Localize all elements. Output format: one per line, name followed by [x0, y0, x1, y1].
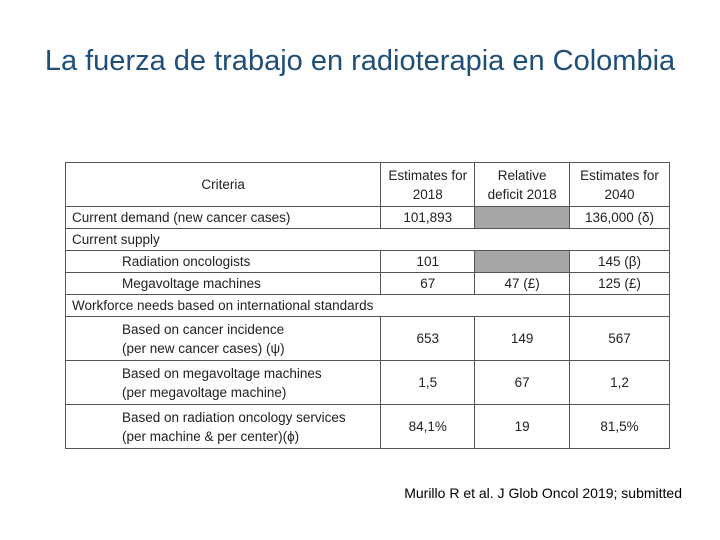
table-section-row: Current supply: [65, 228, 670, 251]
table-header-row: Criteria Estimates for 2018 Relative def…: [64, 162, 670, 207]
row-label-line2: (per megavoltage machine): [122, 384, 287, 400]
cell-deficit-empty: [474, 206, 571, 229]
table-row: Based on megavoltage machines (per megavo…: [64, 360, 670, 405]
cell-2018: 101: [380, 250, 476, 273]
row-label-line2: (per machine & per center)(ϕ): [122, 428, 300, 444]
row-label: Megavoltage machines: [64, 272, 382, 295]
workforce-table: Criteria Estimates for 2018 Relative def…: [64, 162, 670, 449]
cell-2018: 84,1%: [380, 404, 476, 449]
cell-deficit: 47 (£): [474, 272, 571, 295]
table-row: Based on radiation oncology services (per…: [64, 404, 670, 449]
table-row: Megavoltage machines 67 47 (£) 125 (£): [64, 272, 670, 295]
section-label: Current supply: [65, 228, 670, 251]
row-label: Radiation oncologists: [64, 250, 382, 273]
cell-2018: 67: [380, 272, 476, 295]
row-label-line1: Based on radiation oncology services: [122, 409, 346, 425]
slide-title: La fuerza de trabajo en radioterapia en …: [44, 45, 676, 77]
header-estimates-2040: Estimates for 2040: [569, 162, 670, 207]
row-label-line1: Based on megavoltage machines: [122, 365, 322, 381]
row-label: Based on cancer incidence (per new cancer…: [64, 316, 382, 361]
cell-2040: 145 (β): [569, 250, 670, 273]
header-estimates-2018: Estimates for 2018: [380, 162, 476, 207]
citation: Murillo R et al. J Glob Oncol 2019; subm…: [404, 485, 682, 501]
cell-2040: 1,2: [569, 360, 670, 405]
cell-deficit-empty: [474, 250, 571, 273]
cell-2018: 101,893: [380, 206, 476, 229]
table-row: Radiation oncologists 101 145 (β): [64, 250, 670, 273]
cell-empty: [569, 294, 670, 317]
row-label-line1: Based on cancer incidence: [122, 321, 285, 337]
cell-2040: 136,000 (δ): [569, 206, 670, 229]
row-label: Based on radiation oncology services (per…: [64, 404, 382, 449]
table-row: Current demand (new cancer cases) 101,89…: [64, 206, 670, 229]
row-label: Current demand (new cancer cases): [64, 206, 382, 229]
cell-deficit: 19: [474, 404, 571, 449]
section-label: Workforce needs based on international s…: [64, 294, 571, 317]
cell-deficit: 149: [474, 316, 571, 361]
table-section-row: Workforce needs based on international s…: [64, 294, 670, 317]
row-label: Based on megavoltage machines (per megavo…: [64, 360, 382, 405]
cell-2040: 81,5%: [569, 404, 670, 449]
header-relative-deficit: Relative deficit 2018: [474, 162, 571, 207]
cell-deficit: 67: [474, 360, 571, 405]
cell-2040: 567: [569, 316, 670, 361]
row-label-line2: (per new cancer cases) (ψ): [122, 340, 285, 356]
cell-2040: 125 (£): [569, 272, 670, 295]
cell-2018: 1,5: [380, 360, 476, 405]
table-row: Based on cancer incidence (per new cancer…: [64, 316, 670, 361]
header-criteria: Criteria: [64, 162, 382, 207]
cell-2018: 653: [380, 316, 476, 361]
